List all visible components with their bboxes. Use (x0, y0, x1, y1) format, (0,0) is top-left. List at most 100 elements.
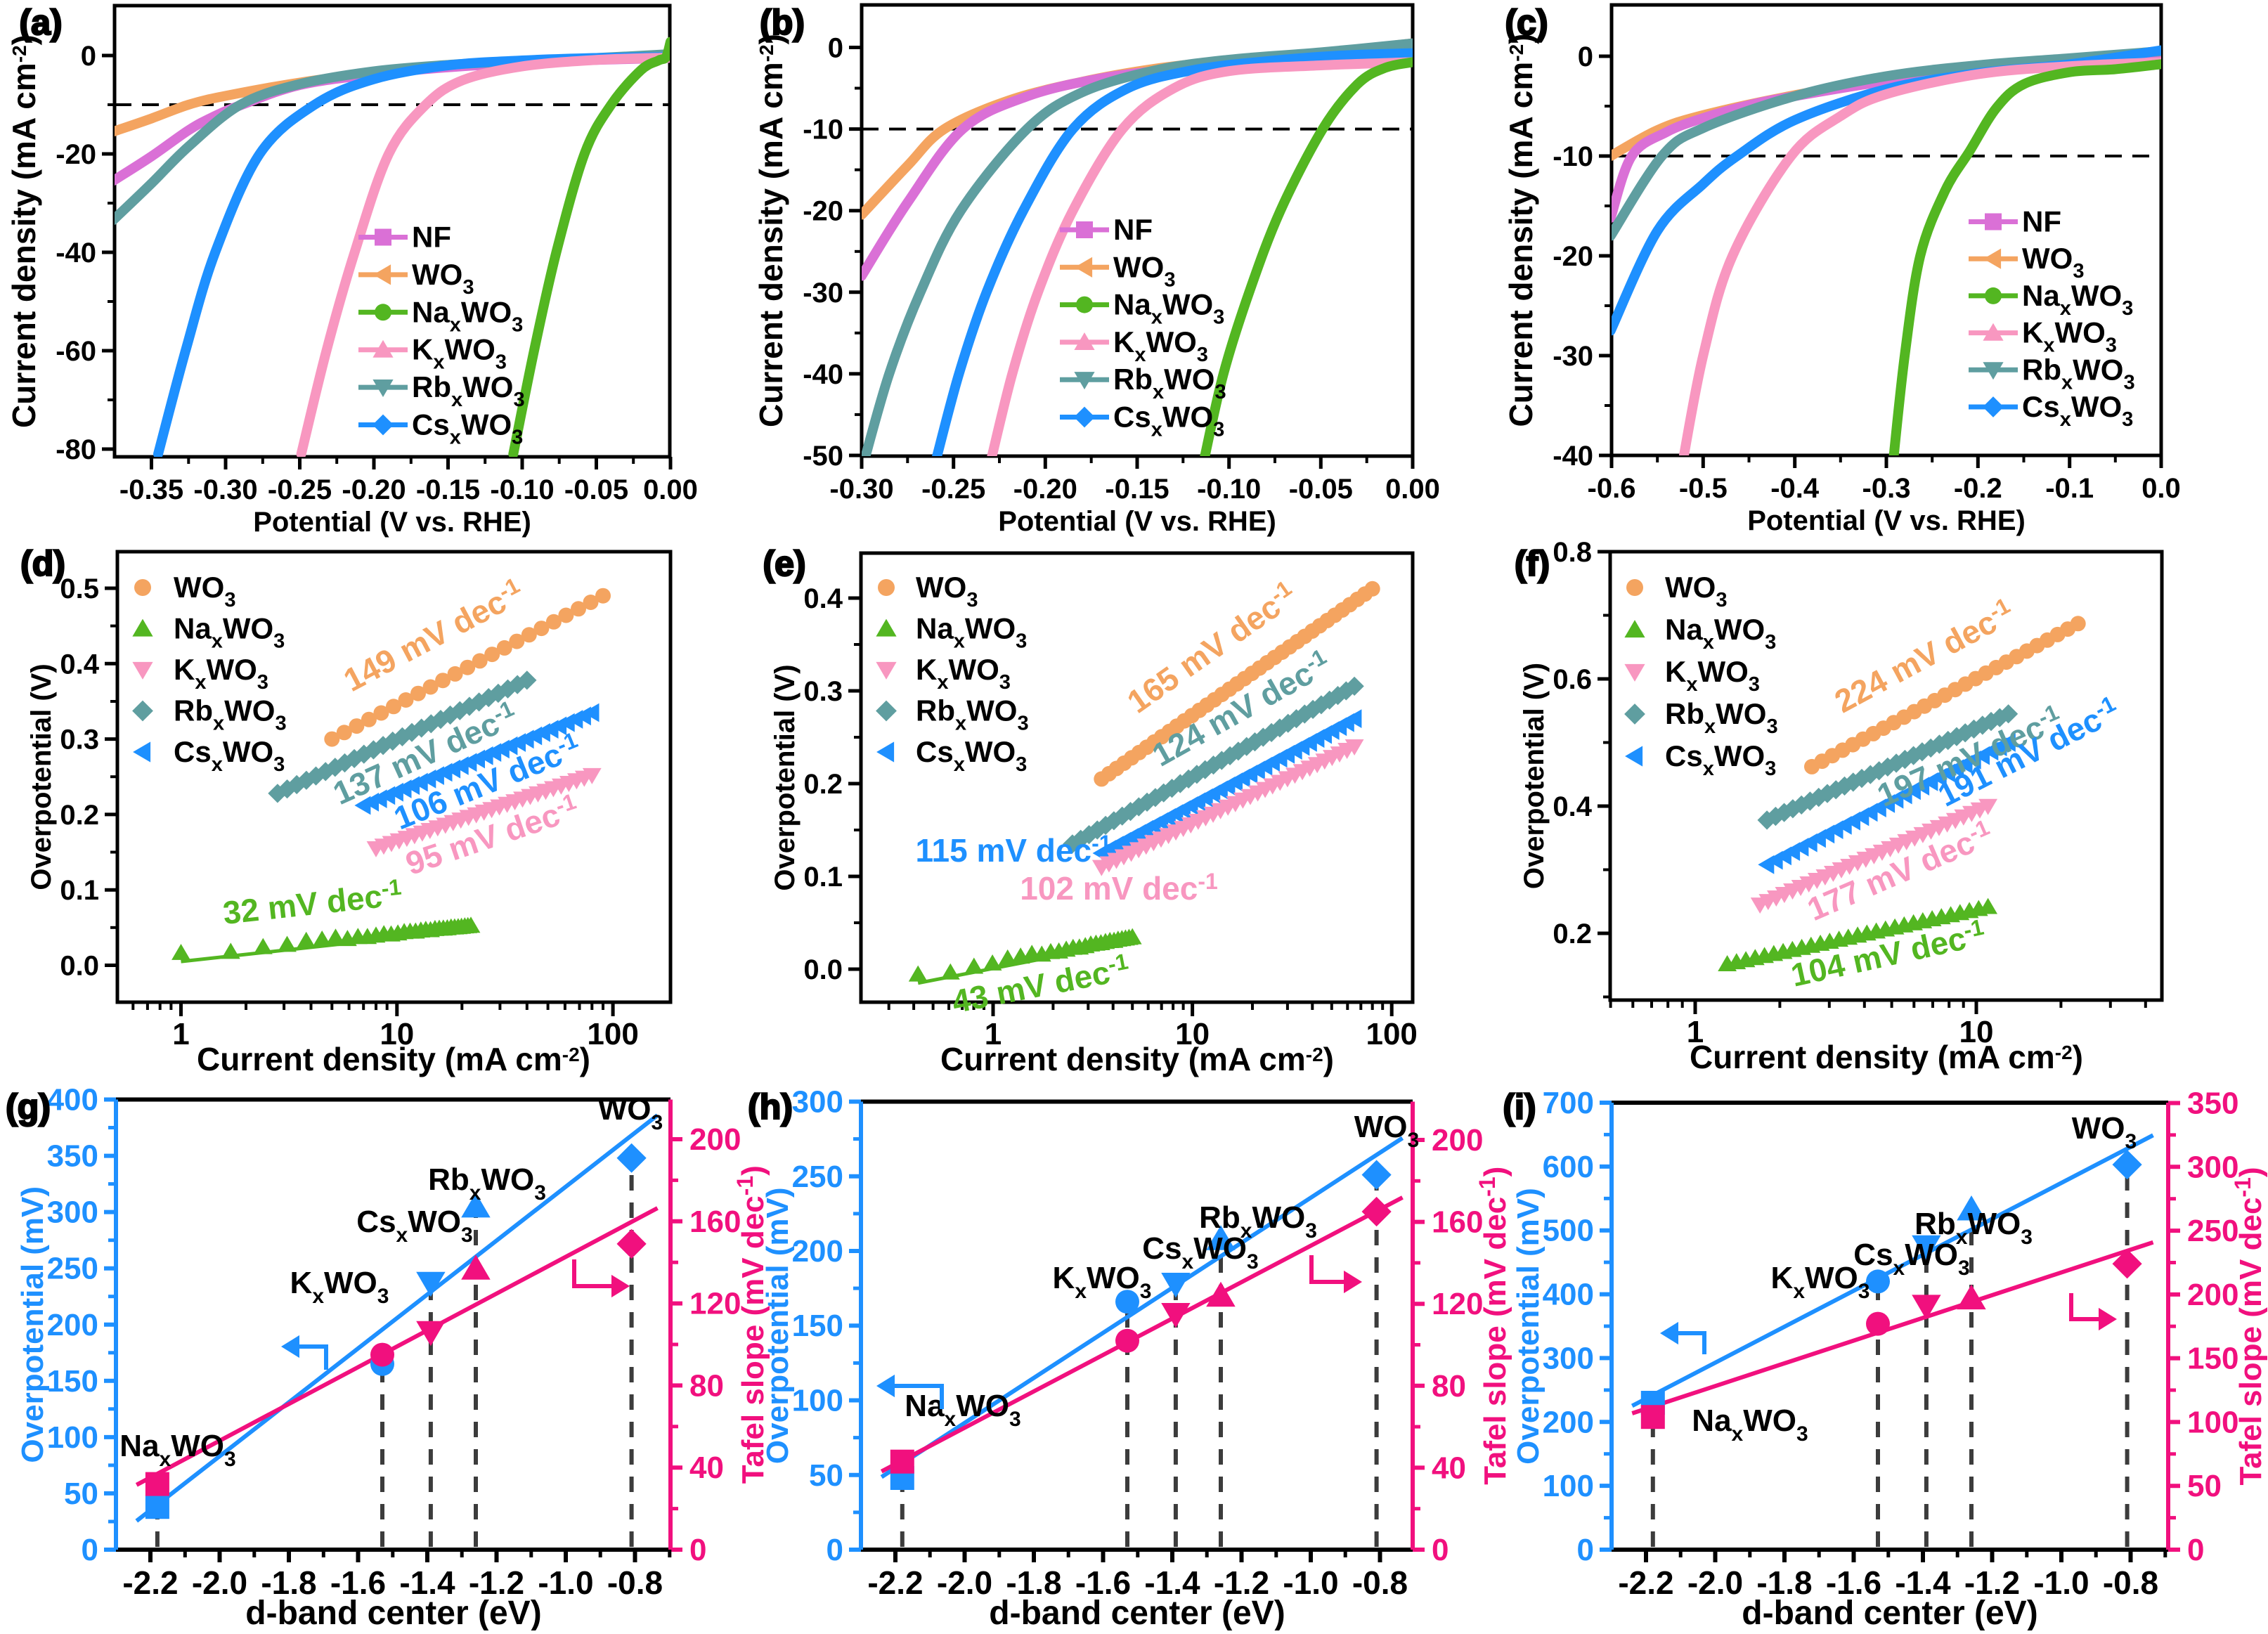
svg-text:-0.30: -0.30 (829, 474, 893, 505)
svg-text:-1.4: -1.4 (1144, 1564, 1200, 1601)
svg-text:CsxWO3: CsxWO3 (412, 408, 523, 449)
svg-text:50: 50 (809, 1458, 843, 1493)
svg-text:120: 120 (689, 1287, 741, 1321)
svg-text:350: 350 (47, 1139, 98, 1174)
svg-text:(c): (c) (1505, 3, 1548, 42)
svg-text:WO3: WO3 (2022, 242, 2084, 283)
svg-text:-0.05: -0.05 (564, 474, 628, 505)
svg-text:0: 0 (1578, 41, 1593, 72)
svg-text:Overpotential (V): Overpotential (V) (26, 663, 57, 890)
svg-text:-0.8: -0.8 (607, 1564, 663, 1601)
svg-text:NaxWO3: NaxWO3 (1113, 288, 1224, 329)
svg-text:0.00: 0.00 (643, 474, 698, 505)
svg-text:0.3: 0.3 (60, 725, 99, 756)
svg-text:-0.15: -0.15 (416, 474, 480, 505)
svg-text:RbxWO3: RbxWO3 (1914, 1207, 2033, 1249)
svg-text:-1.0: -1.0 (2033, 1564, 2089, 1601)
svg-text:0.5: 0.5 (60, 573, 99, 604)
svg-text:-20: -20 (803, 196, 843, 227)
svg-text:Current density (mA cm-2): Current density (mA cm-2) (197, 1041, 590, 1077)
svg-text:100: 100 (587, 1017, 638, 1051)
svg-text:RbxWO3: RbxWO3 (1113, 363, 1226, 403)
svg-text:-0.2: -0.2 (1954, 473, 2002, 504)
svg-text:Current density (mA cm-2): Current density (mA cm-2) (753, 34, 789, 427)
svg-text:-0.20: -0.20 (342, 474, 406, 505)
svg-text:40: 40 (689, 1451, 724, 1485)
svg-text:RbxWO3: RbxWO3 (412, 370, 525, 411)
svg-text:0: 0 (1577, 1533, 1594, 1567)
svg-text:500: 500 (1543, 1214, 1594, 1248)
svg-text:0: 0 (828, 33, 843, 64)
svg-text:Tafel slope (mV dec-1): Tafel slope (mV dec-1) (732, 1165, 770, 1484)
svg-text:-0.3: -0.3 (1862, 473, 1911, 504)
svg-text:-0.6: -0.6 (1588, 473, 1636, 504)
svg-text:Overpotential (mV): Overpotential (mV) (760, 1187, 795, 1464)
svg-text:KxWO3: KxWO3 (1053, 1261, 1152, 1303)
svg-text:-1.6: -1.6 (1075, 1564, 1131, 1601)
svg-text:-0.25: -0.25 (921, 474, 985, 505)
svg-text:-1.8: -1.8 (261, 1564, 316, 1601)
svg-text:RbxWO3: RbxWO3 (2022, 353, 2135, 394)
svg-text:0.00: 0.00 (1385, 474, 1440, 505)
svg-text:10: 10 (1959, 1015, 1994, 1049)
svg-text:WO3: WO3 (916, 571, 978, 611)
svg-text:-0.25: -0.25 (268, 474, 332, 505)
svg-text:-30: -30 (1553, 341, 1593, 372)
svg-text:400: 400 (1543, 1278, 1594, 1312)
svg-text:80: 80 (689, 1368, 724, 1403)
svg-text:-1.8: -1.8 (1756, 1564, 1812, 1601)
svg-text:(a): (a) (19, 3, 62, 42)
svg-text:300: 300 (792, 1085, 843, 1120)
svg-text:CsxWO3: CsxWO3 (1665, 739, 1776, 780)
svg-text:-0.8: -0.8 (1352, 1564, 1408, 1601)
svg-text:200: 200 (1543, 1405, 1594, 1439)
svg-text:-1.0: -1.0 (1283, 1564, 1338, 1601)
svg-text:WO3: WO3 (1113, 250, 1175, 291)
svg-text:CsxWO3: CsxWO3 (2022, 390, 2133, 431)
svg-text:300: 300 (47, 1195, 98, 1230)
svg-text:d-band center (eV): d-band center (eV) (1742, 1595, 2037, 1630)
svg-text:200: 200 (689, 1122, 741, 1157)
svg-text:-1.2: -1.2 (1214, 1564, 1269, 1601)
svg-text:-40: -40 (1553, 441, 1593, 472)
svg-text:0.8: 0.8 (1553, 537, 1592, 568)
svg-text:80: 80 (1432, 1369, 1466, 1403)
svg-text:-0.15: -0.15 (1105, 474, 1169, 505)
svg-text:Overpotential (mV): Overpotential (mV) (15, 1186, 50, 1463)
svg-text:-0.35: -0.35 (119, 474, 183, 505)
svg-text:0.0: 0.0 (2141, 473, 2181, 504)
svg-text:150: 150 (2187, 1342, 2238, 1376)
svg-text:0: 0 (2187, 1533, 2204, 1567)
svg-text:NaxWO3: NaxWO3 (1665, 613, 1776, 654)
svg-text:10: 10 (380, 1017, 414, 1051)
svg-text:Current density (mA cm-2): Current density (mA cm-2) (1690, 1039, 2083, 1075)
svg-text:350: 350 (2187, 1087, 2238, 1121)
svg-text:NF: NF (2022, 205, 2061, 238)
svg-text:Overpotential (mV): Overpotential (mV) (1511, 1188, 1546, 1465)
svg-text:KxWO3: KxWO3 (1665, 655, 1760, 696)
svg-text:-30: -30 (803, 278, 843, 309)
svg-text:-2.2: -2.2 (867, 1564, 923, 1601)
svg-text:Overpotential (V): Overpotential (V) (770, 664, 801, 890)
svg-text:Current density (mA cm-2): Current density (mA cm-2) (1503, 34, 1539, 427)
svg-text:0: 0 (827, 1533, 843, 1567)
svg-text:NaxWO3: NaxWO3 (119, 1429, 235, 1471)
svg-text:KxWO3: KxWO3 (916, 653, 1011, 694)
svg-text:RbxWO3: RbxWO3 (1199, 1200, 1317, 1243)
svg-text:300: 300 (1543, 1341, 1594, 1375)
svg-text:(f): (f) (1515, 544, 1550, 583)
svg-text:CsxWO3: CsxWO3 (1142, 1231, 1258, 1273)
svg-text:120: 120 (1432, 1287, 1483, 1321)
svg-text:NaxWO3: NaxWO3 (412, 295, 523, 336)
svg-text:CsxWO3: CsxWO3 (1853, 1238, 1969, 1280)
svg-text:-2.0: -2.0 (1687, 1564, 1743, 1601)
svg-text:100: 100 (1366, 1017, 1417, 1051)
svg-text:200: 200 (2187, 1278, 2238, 1312)
svg-text:0.2: 0.2 (60, 800, 99, 831)
svg-text:1: 1 (985, 1017, 1002, 1051)
svg-text:160: 160 (1432, 1205, 1483, 1240)
svg-text:-0.4: -0.4 (1770, 473, 1820, 504)
svg-text:1: 1 (172, 1017, 189, 1051)
svg-text:200: 200 (1432, 1123, 1483, 1158)
svg-text:-0.20: -0.20 (1013, 474, 1077, 505)
